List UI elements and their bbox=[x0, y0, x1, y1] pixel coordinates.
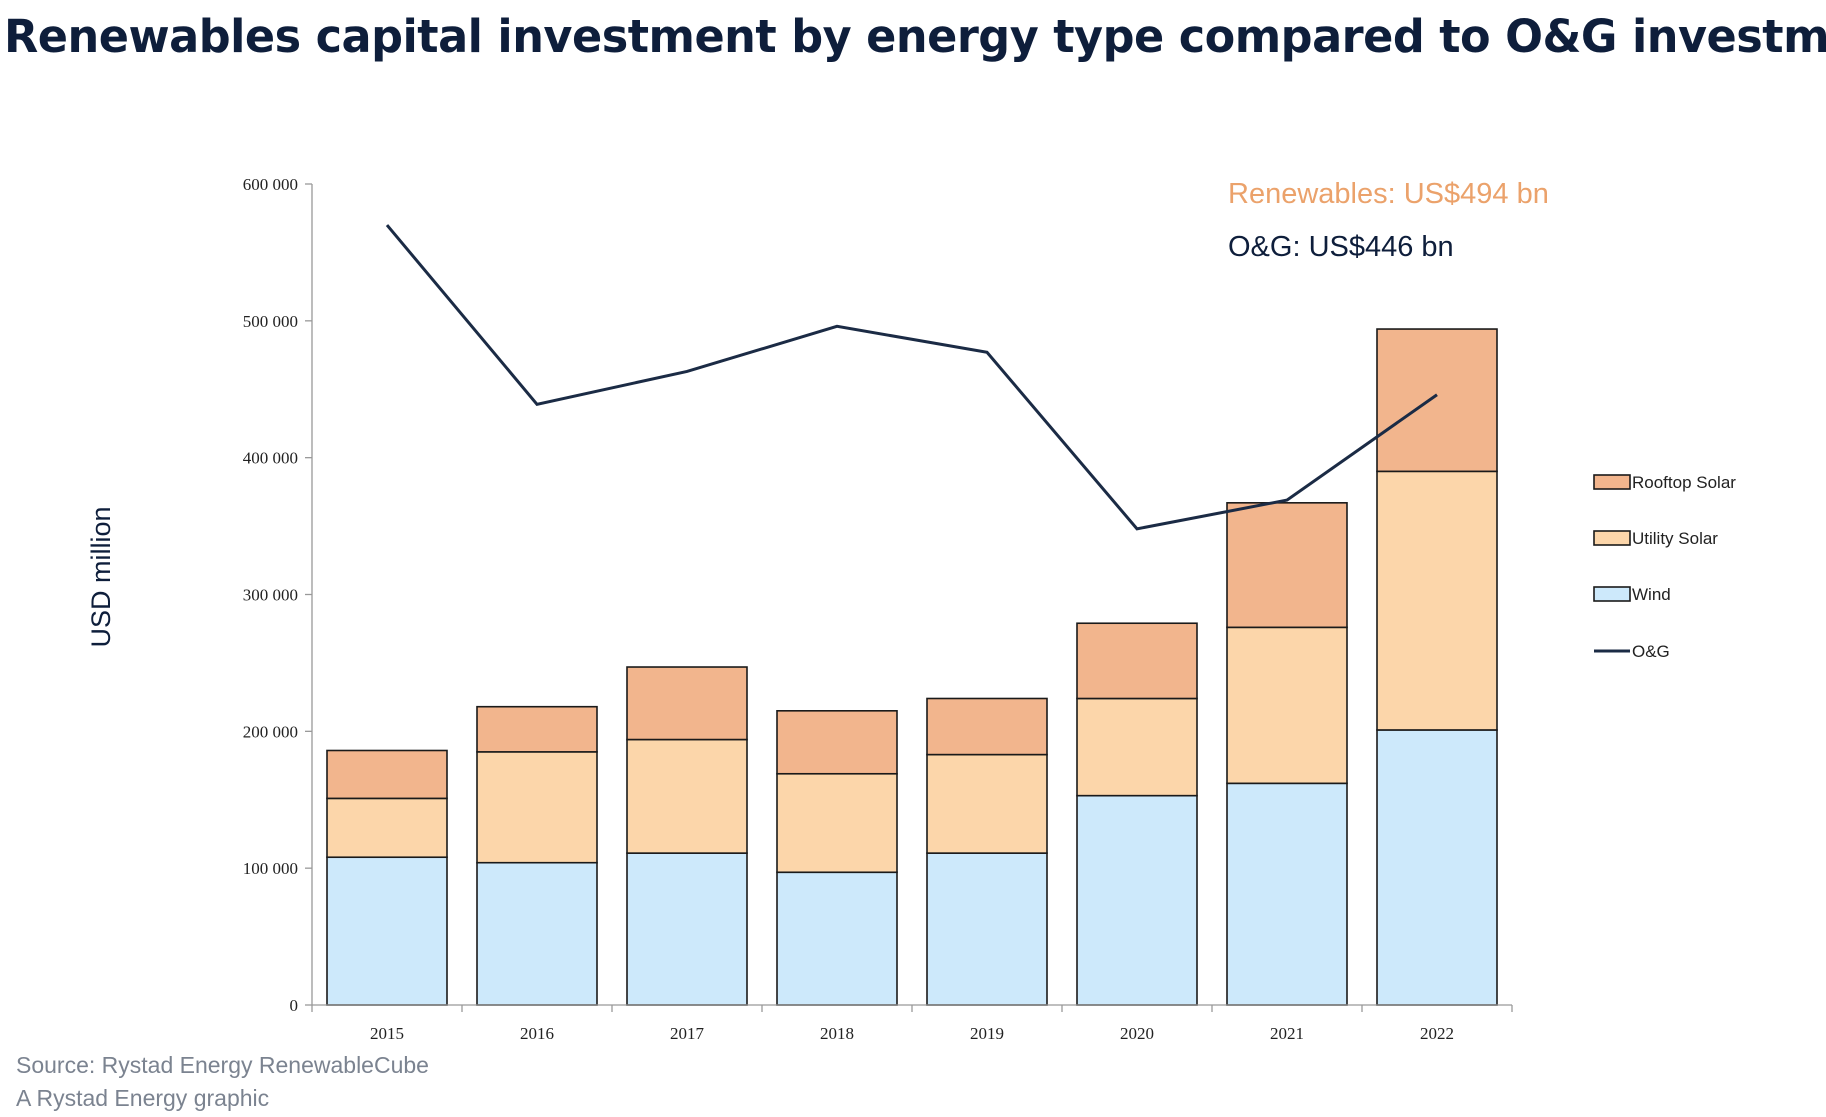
y-tick-label: 600 000 bbox=[243, 175, 298, 194]
og-line-layer bbox=[385, 224, 1438, 531]
bar-wind-2015 bbox=[326, 856, 448, 1006]
y-tick-label: 500 000 bbox=[243, 312, 298, 331]
legend: Rooftop Solar Utility Solar Wind O&G bbox=[1593, 473, 1736, 661]
renewables-total-annotation: Renewables: US$494 bn bbox=[1228, 178, 1549, 210]
credit-note: A Rystad Energy graphic bbox=[16, 1085, 270, 1111]
x-tick-label: 2015 bbox=[370, 1024, 404, 1043]
bar-rooftop-solar-2021 bbox=[1226, 502, 1348, 629]
bar-wind-2022 bbox=[1376, 729, 1498, 1006]
bar-utility-solar-2020 bbox=[1076, 697, 1198, 797]
legend-swatch-rooftop-solar bbox=[1593, 474, 1631, 490]
x-tick-label: 2017 bbox=[670, 1024, 705, 1043]
bar-utility-solar-2021 bbox=[1226, 626, 1348, 785]
legend-swatch-utility-solar bbox=[1593, 530, 1631, 546]
bar-wind-2019 bbox=[926, 852, 1048, 1006]
legend-label-utility-solar: Utility Solar bbox=[1632, 529, 1718, 548]
y-tick-label: 0 bbox=[290, 996, 299, 1015]
bar-rooftop-solar-2020 bbox=[1076, 622, 1198, 700]
bar-wind-2018 bbox=[776, 871, 898, 1006]
bar-utility-solar-2016 bbox=[476, 751, 598, 864]
legend-label-o-g: O&G bbox=[1632, 642, 1670, 661]
x-tick-label: 2021 bbox=[1270, 1024, 1304, 1043]
legend-swatch-wind bbox=[1593, 586, 1631, 602]
og-line bbox=[385, 224, 1438, 531]
bar-rooftop-solar-2018 bbox=[776, 710, 898, 775]
bar-wind-2016 bbox=[476, 861, 598, 1006]
x-tick-label: 2019 bbox=[970, 1024, 1004, 1043]
bar-rooftop-solar-2022 bbox=[1376, 328, 1498, 473]
bar-utility-solar-2015 bbox=[326, 797, 448, 859]
bar-rooftop-solar-2017 bbox=[626, 666, 748, 741]
og-total-annotation: O&G: US$446 bn bbox=[1228, 231, 1454, 263]
bar-wind-2017 bbox=[626, 852, 748, 1006]
y-tick-label: 300 000 bbox=[243, 586, 298, 605]
bar-utility-solar-2022 bbox=[1376, 470, 1498, 731]
axes-layer bbox=[305, 183, 1513, 1012]
bar-wind-2020 bbox=[1076, 794, 1198, 1006]
x-tick-label: 2022 bbox=[1420, 1024, 1454, 1043]
bar-wind-2021 bbox=[1226, 782, 1348, 1006]
y-tick-label: 100 000 bbox=[243, 859, 298, 878]
x-tick-labels: 2015 2016 2017 2018 2019 2020 2021 2022 bbox=[370, 1024, 1454, 1043]
bar-utility-solar-2018 bbox=[776, 772, 898, 874]
bars-layer bbox=[326, 328, 1498, 1006]
legend-label-wind: Wind bbox=[1632, 585, 1671, 604]
y-tick-label: 400 000 bbox=[243, 449, 298, 468]
y-tick-label: 200 000 bbox=[243, 722, 298, 741]
y-axis-label: USD million bbox=[86, 506, 116, 647]
page-title: Renewables capital investment by energy … bbox=[4, 10, 1826, 63]
bar-rooftop-solar-2016 bbox=[476, 705, 598, 753]
legend-label-rooftop-solar: Rooftop Solar bbox=[1632, 473, 1736, 492]
x-tick-label: 2018 bbox=[820, 1024, 854, 1043]
x-tick-label: 2016 bbox=[520, 1024, 554, 1043]
bar-rooftop-solar-2015 bbox=[326, 749, 448, 800]
bar-rooftop-solar-2019 bbox=[926, 697, 1048, 756]
source-note: Source: Rystad Energy RenewableCube bbox=[16, 1052, 429, 1078]
bar-utility-solar-2019 bbox=[926, 753, 1048, 854]
y-tick-labels: 0 100 000 200 000 300 000 400 000 500 000 600 … bbox=[243, 175, 298, 1015]
bar-utility-solar-2017 bbox=[626, 738, 748, 854]
x-tick-label: 2020 bbox=[1120, 1024, 1154, 1043]
